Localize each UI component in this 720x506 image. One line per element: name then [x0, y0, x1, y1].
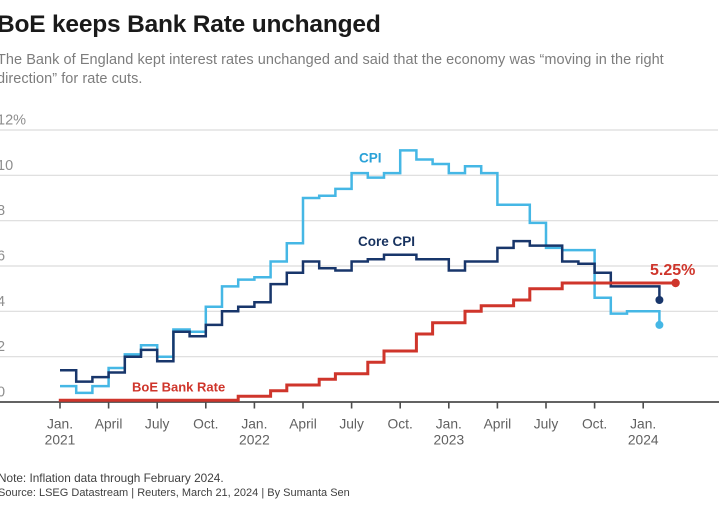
svg-text:2021: 2021 [45, 433, 76, 448]
svg-text:4: 4 [0, 294, 5, 310]
svg-text:July: July [534, 417, 559, 432]
svg-text:April: April [95, 417, 123, 432]
svg-text:6: 6 [0, 249, 5, 265]
svg-text:8: 8 [0, 203, 5, 219]
svg-text:12%: 12% [0, 113, 26, 129]
svg-text:Jan.: Jan. [436, 417, 462, 432]
svg-text:BoE Bank Rate: BoE Bank Rate [132, 380, 225, 395]
svg-text:0: 0 [0, 385, 5, 401]
svg-text:5.25%: 5.25% [650, 262, 695, 279]
svg-text:Core CPI: Core CPI [358, 234, 415, 249]
svg-text:Jan.: Jan. [630, 417, 656, 432]
svg-text:2024: 2024 [628, 433, 659, 448]
svg-text:April: April [484, 417, 512, 432]
svg-text:Jan.: Jan. [241, 417, 267, 432]
svg-text:Oct.: Oct. [388, 417, 413, 432]
svg-text:April: April [289, 417, 317, 432]
svg-text:2023: 2023 [433, 433, 464, 448]
svg-text:Oct.: Oct. [582, 417, 607, 432]
svg-text:Jan.: Jan. [47, 417, 73, 432]
svg-text:Oct.: Oct. [193, 417, 218, 432]
svg-text:July: July [145, 417, 170, 432]
svg-text:2022: 2022 [239, 433, 270, 448]
svg-text:2: 2 [0, 339, 5, 355]
svg-text:CPI: CPI [359, 150, 382, 165]
svg-text:10: 10 [0, 158, 13, 174]
svg-text:July: July [339, 417, 364, 432]
